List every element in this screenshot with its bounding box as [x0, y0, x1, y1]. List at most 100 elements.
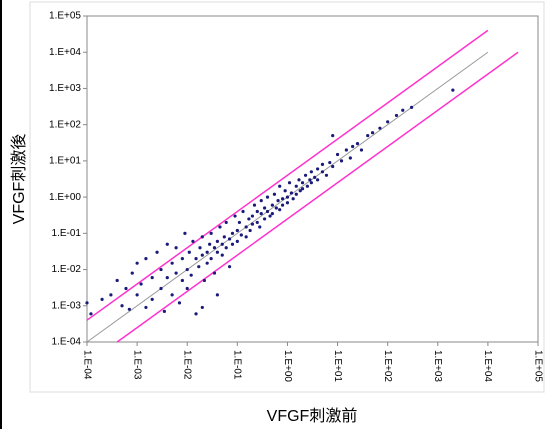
plot-area [86, 15, 539, 343]
point [344, 148, 348, 152]
point [331, 164, 335, 169]
point [85, 301, 89, 305]
x-tick-label: 1.E+04 [482, 350, 493, 382]
y-tick-label: 1.E-04 [52, 337, 82, 348]
point [189, 273, 193, 277]
point [244, 225, 248, 229]
point [159, 286, 163, 291]
point [100, 297, 104, 301]
y-tick-label: 1.E+03 [49, 83, 81, 94]
y-tick-label: 1.E+01 [49, 156, 81, 167]
point [220, 242, 224, 246]
point [278, 208, 282, 212]
point [109, 293, 113, 297]
point [237, 220, 242, 225]
point [209, 257, 213, 261]
point [220, 253, 224, 257]
point [124, 286, 128, 291]
point [316, 178, 320, 182]
point [212, 246, 217, 250]
reference-line [86, 29, 489, 321]
point [198, 246, 202, 250]
point [89, 312, 93, 316]
point [255, 209, 259, 214]
point [248, 228, 252, 233]
point [297, 178, 301, 182]
point [262, 217, 267, 221]
point [335, 152, 340, 157]
point [165, 275, 169, 280]
point [294, 184, 298, 188]
point [162, 309, 166, 313]
point [287, 181, 292, 185]
point [303, 173, 308, 177]
point [262, 206, 267, 210]
point [183, 231, 187, 235]
point [200, 235, 204, 239]
y-axis-title: VFGF刺激後 [10, 134, 28, 225]
point [222, 235, 226, 239]
point [366, 133, 370, 138]
point [298, 189, 302, 193]
point [212, 271, 217, 275]
point [316, 167, 320, 171]
point [165, 242, 169, 246]
point [355, 142, 360, 146]
point [227, 237, 232, 241]
x-tick-label: 1.E+02 [382, 350, 393, 382]
point [324, 173, 329, 177]
point [409, 105, 414, 109]
point [194, 257, 198, 261]
point [401, 108, 405, 112]
point [250, 214, 255, 218]
point [180, 278, 184, 283]
point [224, 246, 228, 250]
point [359, 148, 364, 152]
x-tick-label: 1.E-03 [131, 350, 142, 380]
point [278, 184, 282, 188]
point [280, 197, 285, 201]
point [120, 304, 124, 308]
point [180, 257, 184, 261]
x-tick-label: 1.E+00 [282, 350, 293, 382]
point [233, 214, 237, 218]
point [159, 267, 163, 272]
point [135, 293, 139, 297]
point [235, 239, 239, 243]
x-tick-label: 1.E-02 [182, 350, 193, 380]
point [144, 305, 148, 310]
point [386, 120, 390, 124]
point [185, 267, 189, 272]
point [258, 225, 262, 229]
point [215, 293, 219, 297]
point [285, 201, 290, 205]
point [283, 189, 287, 193]
point [272, 192, 277, 196]
point [202, 278, 206, 283]
point [185, 286, 189, 291]
point [259, 212, 263, 216]
point [265, 209, 270, 214]
point [187, 250, 191, 254]
point [259, 199, 263, 203]
point [378, 126, 382, 130]
point [300, 181, 305, 185]
point [252, 203, 257, 207]
point [200, 305, 204, 310]
point [215, 239, 219, 243]
point [235, 228, 239, 233]
point [309, 170, 313, 174]
point [320, 162, 325, 166]
point [294, 192, 298, 196]
point [308, 178, 312, 182]
point [170, 261, 174, 265]
point [127, 307, 131, 311]
point [135, 261, 139, 265]
point [320, 170, 325, 174]
point [215, 250, 219, 254]
point [200, 253, 204, 257]
y-tick-label: 1.E+02 [49, 119, 81, 130]
chart-frame [29, 1, 545, 393]
point [250, 222, 255, 226]
